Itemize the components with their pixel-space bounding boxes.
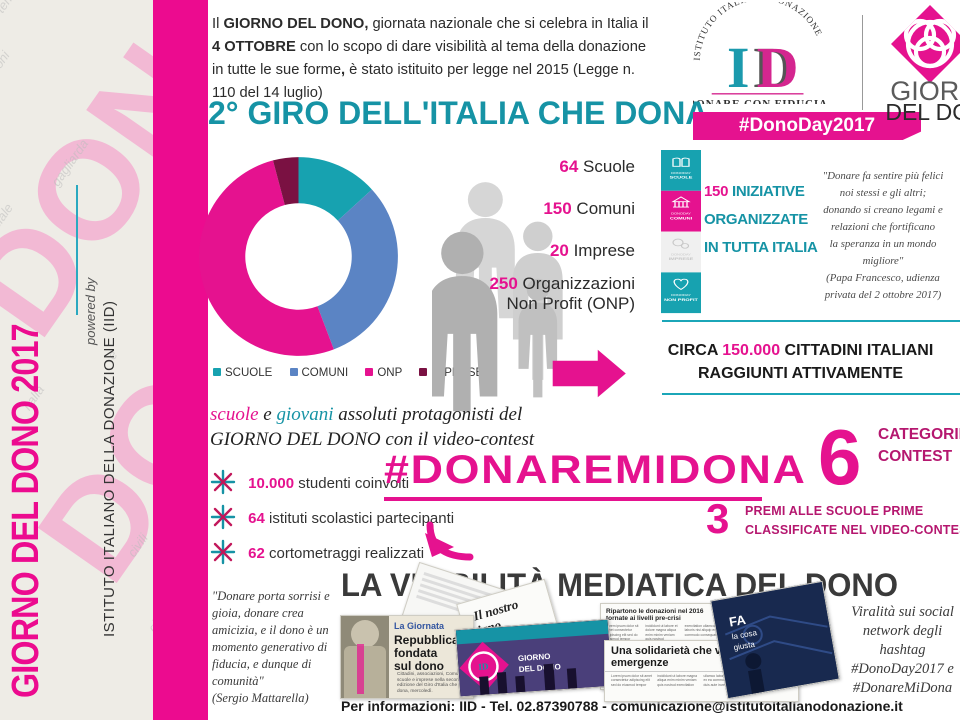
svg-text:SCUOLE: SCUOLE bbox=[670, 175, 693, 179]
svg-text:NON PROFIT: NON PROFIT bbox=[664, 298, 698, 302]
svg-text:DONODAY: DONODAY bbox=[671, 171, 692, 174]
svg-text:COMUNI: COMUNI bbox=[670, 216, 692, 220]
svg-text:D: D bbox=[757, 35, 799, 100]
svg-text:ID: ID bbox=[478, 661, 489, 672]
svg-text:DONODAY: DONODAY bbox=[671, 212, 692, 215]
svg-text:DEL DONO: DEL DONO bbox=[885, 99, 960, 122]
svg-text:FA: FA bbox=[728, 612, 748, 630]
svg-text:IMPRESE: IMPRESE bbox=[669, 257, 694, 261]
svg-text:DONODAY: DONODAY bbox=[671, 253, 692, 256]
svg-text:DONODAY: DONODAY bbox=[671, 294, 692, 297]
svg-text:I: I bbox=[727, 35, 750, 100]
svg-text:DONARE CON FIDUCIA: DONARE CON FIDUCIA bbox=[693, 98, 828, 104]
